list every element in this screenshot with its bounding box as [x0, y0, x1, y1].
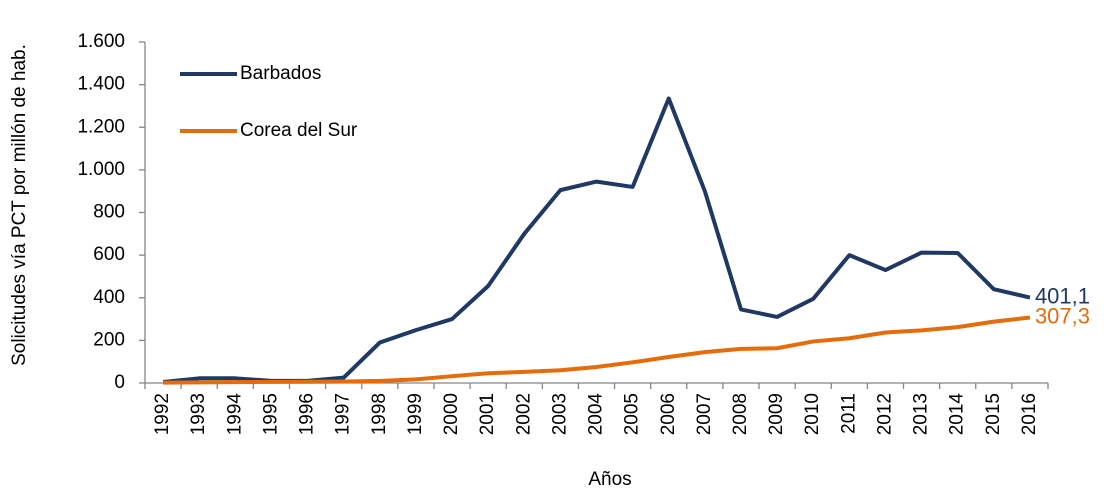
y-tick-label: 1.400 — [77, 74, 125, 95]
y-tick-label: 200 — [93, 329, 125, 350]
y-tick-label: 1.200 — [77, 116, 125, 137]
x-tick-label: 1996 — [297, 393, 318, 435]
y-tick-label: 600 — [93, 244, 125, 265]
series-line — [163, 315, 1031, 385]
x-tick-label: 1997 — [333, 393, 354, 435]
x-tick-label: 2002 — [513, 393, 534, 435]
y-tick-label: 1.600 — [77, 31, 125, 52]
y-tick-label: 800 — [93, 202, 125, 223]
x-tick-label: 1998 — [369, 393, 390, 435]
x-tick-label: 1999 — [405, 393, 426, 435]
x-tick-label: 2016 — [1019, 393, 1040, 435]
data-label: 401,1 — [1035, 283, 1090, 308]
x-tick-label: 2004 — [586, 393, 607, 436]
x-tick-label: 2013 — [911, 393, 932, 435]
x-tick-label: 2010 — [802, 393, 823, 435]
x-tick-label: 1992 — [152, 393, 173, 435]
legend-label: Barbados — [240, 63, 321, 84]
y-tick-label: 0 — [114, 372, 125, 393]
x-axis-title: Años — [588, 469, 631, 490]
legend-label: Corea del Sur — [240, 120, 358, 141]
x-tick-label: 2006 — [658, 393, 679, 435]
data-label: 307,3 — [1035, 303, 1090, 328]
x-tick-label: 1993 — [188, 393, 209, 435]
x-tick-label: 1994 — [224, 393, 245, 436]
x-tick-label: 2012 — [874, 393, 895, 435]
x-tick-label: 2009 — [766, 393, 787, 435]
y-tick-label: 1.000 — [77, 159, 125, 180]
x-tick-label: 2000 — [441, 393, 462, 435]
x-tick-label: 2011 — [838, 393, 859, 434]
x-tick-label: 2001 — [477, 393, 498, 435]
x-tick-label: 2008 — [730, 393, 751, 435]
x-tick-label: 2014 — [947, 393, 968, 436]
x-tick-label: 2007 — [694, 393, 715, 435]
x-tick-label: 2015 — [983, 393, 1004, 435]
y-tick-label: 400 — [93, 287, 125, 308]
x-tick-label: 2003 — [549, 393, 570, 435]
x-tick-label: 1995 — [260, 393, 281, 435]
y-axis-title: Solicitudes vía PCT por millón de hab. — [9, 44, 30, 366]
x-tick-label: 2005 — [622, 393, 643, 435]
